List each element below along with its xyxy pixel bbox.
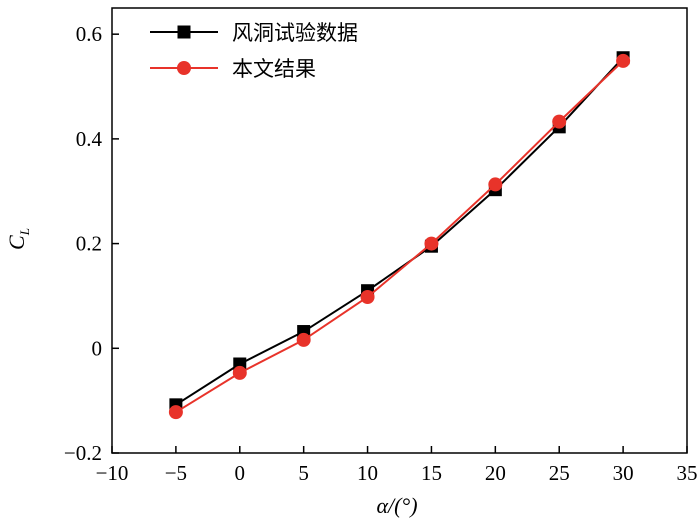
x-tick-label: 15 (421, 461, 442, 485)
data-point-circle (168, 405, 183, 420)
svg-text:CL: CL (4, 228, 32, 250)
legend-marker-square (177, 25, 191, 39)
y-axis-title-sub: L (17, 228, 32, 236)
x-tick-label: 10 (357, 461, 378, 485)
x-axis-title: α/(°) (376, 493, 417, 518)
data-point-circle (424, 236, 439, 251)
legend-marker-circle (177, 61, 191, 75)
series-line-2 (175, 60, 624, 414)
legend-label: 风洞试验数据 (232, 21, 358, 45)
legend-label: 本文结果 (232, 57, 316, 81)
data-point-circle (232, 365, 247, 380)
y-axis-title-main: C (4, 235, 29, 250)
plot-frame (111, 7, 688, 454)
y-tick-label: 0 (92, 336, 103, 360)
x-tick-label: −10 (96, 461, 129, 485)
x-tick-label: 25 (549, 461, 570, 485)
series-line-1 (175, 57, 624, 406)
x-tick-label: 5 (298, 461, 309, 485)
data-point-circle (296, 332, 311, 347)
data-point-circle (552, 114, 567, 129)
data-point-circle (616, 53, 631, 68)
x-tick-label: 0 (235, 461, 246, 485)
y-tick-label: 0.4 (76, 127, 103, 151)
y-tick-label: 0.6 (76, 22, 102, 46)
data-point-circle (360, 289, 375, 304)
y-tick-label: 0.2 (76, 232, 102, 256)
x-tick-label: 35 (677, 461, 698, 485)
data-point-circle (488, 177, 503, 192)
y-tick-label: −0.2 (64, 441, 102, 465)
y-axis-title: CL (4, 228, 32, 250)
x-tick-label: −5 (165, 461, 187, 485)
x-tick-label: 30 (613, 461, 634, 485)
x-tick-label: 20 (485, 461, 506, 485)
